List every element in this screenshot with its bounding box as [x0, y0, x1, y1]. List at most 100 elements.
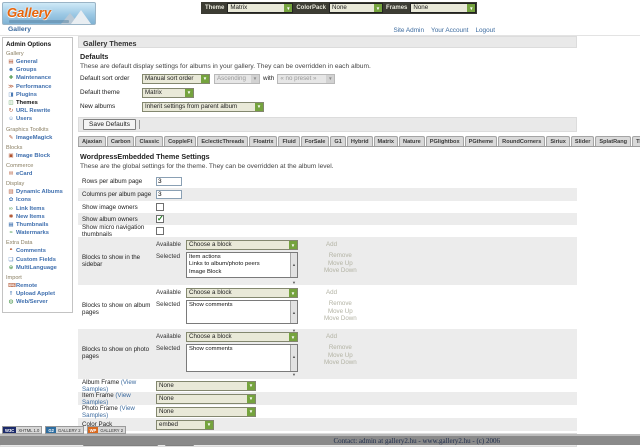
sidebar-item-dynamic-albums[interactable]: ▧Dynamic Albums [6, 188, 70, 196]
tab-pgtheme[interactable]: PGtheme [465, 136, 498, 146]
photo-blocks-choose-select[interactable]: Choose a block [186, 332, 298, 342]
tab-splatrang[interactable]: SplatRang [595, 136, 631, 146]
sidebar-blocks-move-up-link[interactable]: Move Up [328, 260, 353, 268]
sidebar-item-general[interactable]: ▤General [6, 58, 70, 66]
gallery-logo[interactable]: Gallery [2, 2, 96, 25]
sidebar-blocks-choose-select[interactable]: Choose a block [186, 240, 298, 250]
sidebar-item-performance[interactable]: ≫Performance [6, 83, 70, 91]
sidebar-blocks-listbox[interactable]: Item actions Links to album/photo peers … [186, 252, 298, 278]
default-theme-select[interactable]: Matrix [142, 88, 194, 98]
tab-pglightbox[interactable]: PGlightbox [426, 136, 464, 146]
album-blocks-choose-select[interactable]: Choose a block [186, 288, 298, 298]
album-frame-select[interactable]: None [156, 381, 256, 391]
sidebar-blocks-move-down-link[interactable]: Move Down [324, 267, 357, 275]
site-admin-link[interactable]: Site Admin [393, 27, 424, 34]
listbox-scrollbar[interactable] [290, 345, 297, 371]
scroll-up-icon[interactable] [292, 345, 296, 363]
album-blocks-move-down-link[interactable]: Move Down [324, 315, 357, 323]
tab-tian[interactable]: Tian [632, 136, 640, 146]
tab-forsale[interactable]: ForSale [301, 136, 330, 146]
sidebar-item-custom-fields[interactable]: ❏Custom Fields [6, 256, 70, 264]
photo-blocks-move-up-link[interactable]: Move Up [328, 352, 353, 360]
tab-carbon[interactable]: Carbon [107, 136, 135, 146]
sidebar-item-maintenance[interactable]: ✚Maintenance [6, 74, 70, 82]
sidebar-item-multilanguage[interactable]: ⊕MultiLanguage [6, 264, 70, 272]
sidebar-item-themes[interactable]: ◫Themes [6, 99, 70, 107]
sidebar-item-url-rewrite[interactable]: ↻URL Rewrite [6, 107, 70, 115]
save-defaults-button[interactable]: Save Defaults [83, 119, 136, 130]
sidebar-item-groups[interactable]: ☻Groups [6, 66, 70, 74]
photo-blocks-remove-link[interactable]: Remove [329, 344, 352, 352]
sort-order-select[interactable]: Manual sort order [142, 74, 210, 84]
scroll-down-icon[interactable] [292, 271, 296, 289]
logout-link[interactable]: Logout [475, 27, 495, 34]
list-item[interactable]: Links to album/photo peers [189, 261, 288, 268]
sidebar-item-link-items[interactable]: ∞Link Items [6, 205, 70, 213]
sidebar-item-upload-applet[interactable]: ⇑Upload Applet [6, 290, 70, 298]
colorpack-select[interactable]: None [329, 3, 383, 13]
scroll-up-icon[interactable] [292, 253, 296, 271]
theme-select[interactable]: Matrix [227, 3, 293, 13]
frames-select[interactable]: None [410, 3, 476, 13]
sidebar-item-comments[interactable]: ❝Comments [6, 247, 70, 255]
new-albums-select[interactable]: Inherit settings from parent album [142, 102, 264, 112]
sidebar-blocks-remove-link[interactable]: Remove [329, 252, 352, 260]
tab-copplft[interactable]: CoppleFt [164, 136, 196, 146]
listbox-scrollbar[interactable] [290, 253, 297, 277]
album-blocks-move-up-link[interactable]: Move Up [328, 308, 353, 316]
columns-per-page-input[interactable] [156, 190, 182, 199]
tab-eclecticthreads[interactable]: EclecticThreads [197, 136, 248, 146]
sidebar-blocks-add-link[interactable]: Add [326, 240, 337, 248]
contact-text: Contact: admin at gallery2.hu - www.gall… [333, 437, 500, 445]
tab-siriux[interactable]: Siriux [546, 136, 570, 146]
album-blocks-listbox[interactable]: Show comments [186, 300, 298, 324]
groups-icon: ☻ [8, 66, 14, 74]
color-pack-select[interactable]: embed [156, 420, 214, 430]
album-owners-checkbox[interactable] [156, 215, 164, 223]
micro-nav-checkbox[interactable] [156, 227, 164, 235]
sidebar-item-web-server[interactable]: ◍Web/Server [6, 298, 70, 306]
scroll-up-icon[interactable] [292, 301, 296, 319]
sidebar-item-imagemagick[interactable]: ✎ImageMagick [6, 134, 70, 142]
tab-hybrid[interactable]: Hybrid [347, 136, 373, 146]
tab-fluid[interactable]: Fluid [278, 136, 299, 146]
album-blocks-remove-link[interactable]: Remove [329, 300, 352, 308]
tab-matrix[interactable]: Matrix [374, 136, 398, 146]
tab-classic[interactable]: Classic [135, 136, 163, 146]
image-owners-checkbox[interactable] [156, 203, 164, 211]
photo-blocks-add-link[interactable]: Add [326, 332, 337, 340]
album-blocks-add-link[interactable]: Add [326, 288, 337, 296]
tab-g1[interactable]: G1 [330, 136, 345, 146]
tab-ajaxian[interactable]: Ajaxian [78, 136, 106, 146]
tab-floatrix[interactable]: Floatrix [249, 136, 277, 146]
list-item[interactable]: Image Block [189, 269, 288, 276]
sidebar-item-users[interactable]: ☺Users [6, 115, 70, 123]
sidebar-item-ecard[interactable]: ✉eCard [6, 170, 70, 178]
tab-roundcorners[interactable]: RoundCorners [498, 136, 545, 146]
sidebar-item-new-items[interactable]: ✱New Items [6, 213, 70, 221]
sidebar-item-image-block[interactable]: ▣Image Block [6, 152, 70, 160]
item-frame-select[interactable]: None [156, 394, 256, 404]
sidebar-item-thumbnails[interactable]: ▦Thumbnails [6, 221, 70, 229]
list-item[interactable]: Item actions [189, 254, 288, 261]
photo-blocks-move-down-link[interactable]: Move Down [324, 359, 357, 367]
rows-per-page-input[interactable] [156, 177, 182, 186]
sidebar-item-plugins[interactable]: ◨Plugins [6, 91, 70, 99]
photo-blocks-listbox[interactable]: Show comments [186, 344, 298, 372]
photo-frame-select[interactable]: None [156, 407, 256, 417]
breadcrumb[interactable]: Gallery [8, 26, 31, 33]
tab-slider[interactable]: Slider [571, 136, 595, 146]
list-item[interactable]: Show comments [189, 302, 288, 309]
sidebar-item-remote[interactable]: ⌨Remote [6, 282, 70, 290]
your-account-link[interactable]: Your Account [431, 27, 468, 34]
sidebar-item-watermarks[interactable]: ≈Watermarks [6, 229, 70, 237]
list-item[interactable]: Show comments [189, 346, 288, 353]
scroll-down-icon[interactable] [292, 363, 296, 381]
tab-nature[interactable]: Nature [399, 136, 425, 146]
listbox-scrollbar[interactable] [290, 301, 297, 323]
sidebar-item-icons[interactable]: ✿Icons [6, 196, 70, 204]
dropdown-arrow-icon [247, 382, 255, 390]
